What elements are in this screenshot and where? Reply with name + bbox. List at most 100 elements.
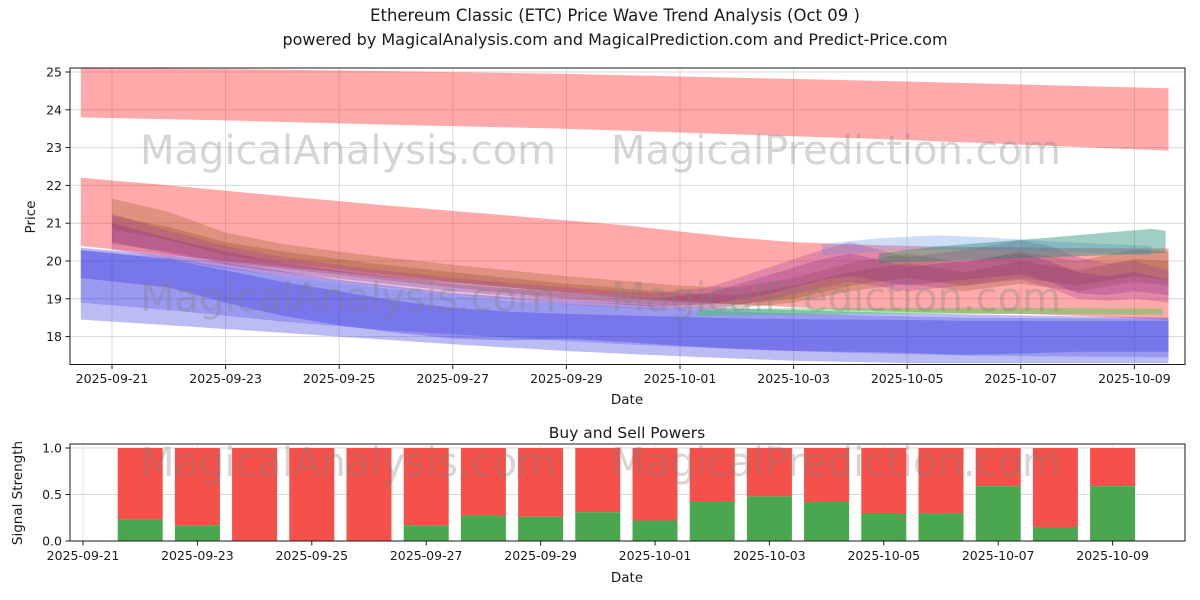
power-ticks: 0.0 0.5 1.0 2025-09-21 2025-09-23 2025-09-25 2… (42, 441, 1149, 564)
x-tick-label: 2025-09-29 (530, 371, 603, 386)
x-tick-label: 2025-10-07 (984, 371, 1057, 386)
sell-bar-segment (804, 448, 850, 502)
y-tick-label: 18 (46, 329, 62, 344)
watermark-prediction-top: MagicalPrediction.com (611, 128, 1061, 174)
y-tick-label: 19 (46, 291, 62, 306)
buy-bar-segment (975, 486, 1021, 541)
y-tick-label: 1.0 (42, 441, 62, 456)
x-tick-label: 2025-10-03 (757, 371, 830, 386)
x-tick-label: 2025-09-23 (189, 371, 262, 386)
x-tick-label: 2025-10-01 (644, 371, 717, 386)
sell-bar-segment (117, 448, 163, 520)
power-y-axis-label: Signal Strength (10, 441, 26, 545)
sell-bar-segment (689, 448, 735, 502)
watermarks: MagicalAnalysis.com MagicalPrediction.co… (140, 128, 1061, 486)
buy-bar-segment (689, 501, 735, 541)
green-flat-band (697, 307, 1163, 316)
x-tick-label: 2025-10-07 (962, 548, 1035, 563)
figure-subtitle: powered by MagicalAnalysis.com and Magic… (282, 30, 947, 49)
buy-bar-segment (117, 519, 163, 541)
sell-bar-segment (346, 448, 392, 541)
price-y-axis-label: Price (23, 201, 39, 234)
watermark-analysis-bottom: MagicalAnalysis.com (140, 440, 556, 486)
power-chart: Buy and Sell Powers 0.0 0.5 1.0 2025-09-21 2… (10, 424, 1186, 586)
price-plot-border (69, 67, 1186, 365)
y-tick-label: 0.0 (42, 534, 62, 549)
x-tick-label: 2025-09-27 (390, 548, 463, 563)
purple-band-outer (112, 213, 1169, 310)
buy-bar-segment (1032, 527, 1078, 541)
figure-title: Ethereum Classic (ETC) Price Wave Trend … (370, 6, 860, 25)
sell-bar-segment (289, 448, 335, 541)
sell-bar-segment (975, 448, 1021, 487)
y-tick-label: 25 (46, 65, 62, 80)
sell-bar-segment (746, 448, 792, 497)
price-chart: 18 19 20 21 22 23 24 25 2025-09-21 2025-09-23 2025… (23, 65, 1186, 408)
buy-bar-segment (174, 525, 220, 541)
y-tick-label: 0.5 (42, 487, 62, 502)
x-tick-label: 2025-09-29 (504, 548, 577, 563)
buy-bar-segment (746, 496, 792, 541)
x-tick-label: 2025-10-01 (619, 548, 692, 563)
buy-bar-segment (1090, 486, 1136, 541)
watermark-analysis-mid: MagicalAnalysis.com (140, 275, 556, 321)
buy-bar-segment (518, 516, 564, 541)
buy-bar-segment (403, 525, 449, 541)
y-tick-label: 24 (46, 102, 62, 117)
sell-bar-segment (632, 448, 678, 521)
y-tick-label: 23 (46, 140, 62, 155)
x-tick-label: 2025-09-25 (303, 371, 376, 386)
mid-blue-band (80, 249, 1169, 358)
x-tick-label: 2025-10-03 (733, 548, 806, 563)
price-x-axis-label: Date (611, 392, 643, 408)
power-chart-title: Buy and Sell Powers (549, 424, 706, 442)
y-tick-label: 22 (46, 178, 62, 193)
teal-band (878, 228, 1166, 263)
y-tick-label: 21 (46, 216, 62, 231)
brown-band-outer (112, 198, 1169, 305)
x-tick-label: 2025-10-09 (1076, 548, 1149, 563)
y-tick-label: 20 (46, 254, 62, 269)
upper-red-band (80, 68, 1169, 151)
sell-bar-segment (518, 448, 564, 517)
price-wave-bands (80, 68, 1169, 364)
power-plot-border (69, 443, 1186, 542)
buy-bar-segment (460, 515, 506, 541)
power-x-axis-label: Date (611, 570, 643, 586)
buy-bar-segment (918, 513, 964, 541)
buy-bar-segment (575, 512, 621, 541)
sell-bar-segment (174, 448, 220, 526)
buy-bar-segment (861, 514, 907, 541)
outer-blue-band (80, 247, 1169, 364)
x-tick-label: 2025-09-21 (47, 548, 120, 563)
x-tick-label: 2025-09-21 (76, 371, 149, 386)
sell-bar-segment (918, 448, 964, 514)
power-bars (117, 448, 1136, 541)
sell-bar-segment (1090, 448, 1136, 487)
x-tick-label: 2025-09-27 (416, 371, 489, 386)
sell-bar-segment (460, 448, 506, 516)
sell-bar-segment (575, 448, 621, 513)
x-tick-label: 2025-10-05 (847, 548, 920, 563)
x-tick-label: 2025-10-05 (871, 371, 944, 386)
watermark-analysis-top: MagicalAnalysis.com (140, 128, 556, 174)
price-ticks: 18 19 20 21 22 23 24 25 2025-09-21 2025-09-23 2025… (46, 65, 1171, 387)
sell-bar-segment (1032, 448, 1078, 528)
x-tick-label: 2025-09-25 (275, 548, 348, 563)
mid-red-band (80, 177, 1169, 320)
watermark-prediction-mid: MagicalPrediction.com (611, 275, 1061, 321)
price-gridlines (70, 68, 1185, 365)
sell-bar-segment (403, 448, 449, 526)
purple-band-inner (112, 223, 1169, 307)
buy-bar-segment (632, 520, 678, 541)
light-blue-band (822, 235, 1152, 256)
buy-bar-segment (804, 501, 850, 541)
sell-bar-segment (232, 448, 278, 541)
brown-band-inner (112, 215, 1169, 309)
sell-bar-segment (861, 448, 907, 515)
x-tick-label: 2025-10-09 (1098, 371, 1171, 386)
x-tick-label: 2025-09-23 (161, 548, 234, 563)
watermark-prediction-bottom: MagicalPrediction.com (611, 440, 1061, 486)
